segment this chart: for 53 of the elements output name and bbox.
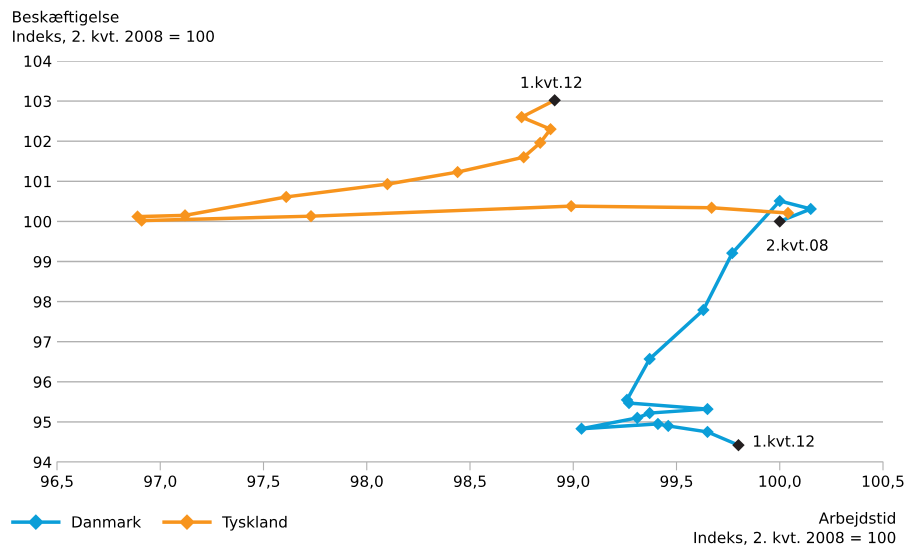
point bbox=[304, 210, 318, 222]
x-axis-title: Arbejdstid Indeks, 2. kvt. 2008 = 100 bbox=[694, 512, 896, 545]
x-tick-label: 99,0 bbox=[557, 475, 590, 489]
point bbox=[381, 178, 394, 190]
y-tick-label: 101 bbox=[24, 176, 51, 188]
point bbox=[280, 190, 292, 204]
y-tick-label: 97 bbox=[34, 336, 51, 348]
point bbox=[726, 246, 738, 260]
point bbox=[631, 412, 644, 424]
point bbox=[705, 202, 718, 214]
y-tick-label: 96 bbox=[34, 376, 52, 388]
point bbox=[515, 110, 528, 124]
point bbox=[774, 194, 786, 208]
point bbox=[652, 418, 664, 430]
y-tick-label: 102 bbox=[24, 136, 51, 148]
point bbox=[534, 136, 546, 150]
point bbox=[178, 209, 192, 222]
y-tick-label: 94 bbox=[34, 456, 52, 468]
point bbox=[662, 420, 674, 432]
x-tick-label: 98,0 bbox=[350, 475, 383, 489]
point bbox=[564, 200, 578, 212]
x-tick-label: 98,5 bbox=[454, 475, 486, 489]
point bbox=[701, 426, 714, 438]
y-tick-label: 103 bbox=[24, 96, 51, 108]
point bbox=[804, 202, 817, 216]
annotation: 2.kvt.08 bbox=[766, 239, 828, 251]
point bbox=[774, 215, 786, 228]
point bbox=[643, 406, 656, 420]
x-tick-label: 96,5 bbox=[40, 475, 73, 489]
point bbox=[451, 166, 464, 178]
x-tick-label: 100,0 bbox=[760, 475, 801, 489]
annotation: 1.kvt.12 bbox=[522, 76, 582, 88]
y-tick-label: 98 bbox=[34, 296, 52, 308]
point bbox=[548, 94, 561, 107]
x-tick-label: 99,5 bbox=[660, 475, 692, 489]
point bbox=[697, 304, 710, 316]
y-tick-label: 104 bbox=[24, 55, 52, 68]
point bbox=[643, 352, 656, 366]
legend-label: Tyskland bbox=[222, 516, 287, 531]
y-axis-title: Beskæftigelse Indeks, 2. kvt. 2008 = 100 bbox=[13, 10, 214, 44]
y-tick-label: 100 bbox=[24, 216, 52, 228]
x-tick-label: 100,5 bbox=[862, 475, 904, 489]
point bbox=[544, 122, 557, 136]
y-tick-label: 95 bbox=[34, 416, 51, 428]
point bbox=[732, 438, 745, 452]
x-tick-label: 97,5 bbox=[247, 475, 280, 489]
point bbox=[782, 206, 794, 220]
annotation: 1.kvt.12 bbox=[754, 434, 814, 447]
point bbox=[575, 422, 588, 435]
legend-label: Danmark bbox=[72, 516, 142, 528]
x-tick-label: 97,0 bbox=[144, 475, 176, 489]
y-tick-label: 99 bbox=[34, 256, 52, 268]
point bbox=[517, 151, 530, 164]
